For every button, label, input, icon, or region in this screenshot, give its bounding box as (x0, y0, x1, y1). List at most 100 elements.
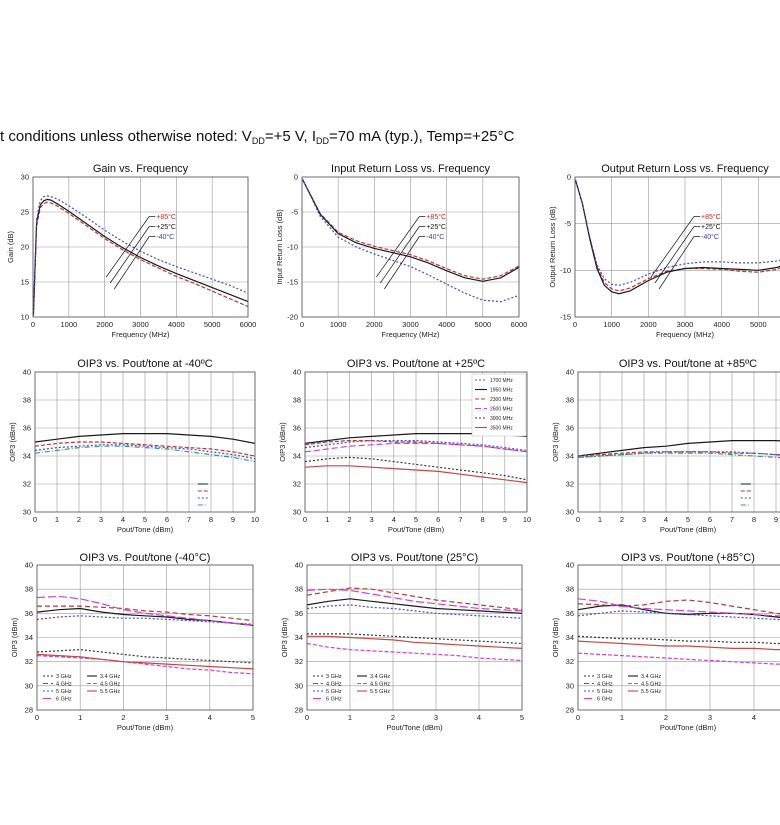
annotation-leader (376, 216, 420, 278)
plot-frame (574, 176, 780, 318)
legend-label: 5.5 GHz (100, 689, 120, 695)
x-tick-label: 10 (523, 515, 531, 524)
x-axis-label: Pout/Tone (dBm) (660, 723, 717, 732)
x-tick-label: 5 (520, 713, 524, 722)
legend-label: 3 GHz (56, 674, 72, 680)
y-tick-label: 40 (23, 368, 31, 377)
x-tick-label: 0 (31, 320, 35, 329)
legend-label: 3 GHz (597, 674, 613, 680)
x-tick-label: 0 (305, 713, 309, 722)
series-line-7 (36, 595, 254, 626)
legend-label: 5.5 GHz (370, 689, 390, 695)
x-tick-label: 0 (576, 515, 580, 524)
y-axis-label: OIP3 (dBm) (8, 422, 17, 462)
x-tick-label: 1 (620, 713, 624, 722)
y-tick-label: 40 (566, 561, 574, 570)
y-tick-label: 36 (566, 609, 574, 618)
plot-frame (577, 371, 780, 513)
series-line-5 (577, 610, 780, 621)
series-line-3 (577, 451, 780, 458)
legend-label: 3000 MHz (490, 416, 513, 422)
y-tick-label: 34 (293, 452, 301, 461)
x-tick-label: 9 (774, 515, 778, 524)
x-axis-label: Pout/Tone (dBm) (117, 723, 174, 732)
legend-label: 1700 MHz (490, 378, 513, 384)
x-axis-label: Pout/Tone (dBm) (117, 525, 174, 534)
legend-label: 3 GHz (326, 674, 342, 680)
legend-label: 4 GHz (56, 682, 72, 688)
x-tick-label: 4 (121, 515, 125, 524)
x-axis-label: Pout/Tone (dBm) (660, 525, 717, 534)
series-line-3 (577, 599, 780, 615)
series-line-4 (304, 442, 528, 453)
plot-frame (577, 564, 780, 711)
y-tick-label: 30 (25, 681, 33, 690)
y-tick-label: 34 (566, 452, 574, 461)
x-tick-label: 5 (143, 515, 147, 524)
x-tick-label: 1 (348, 713, 352, 722)
y-tick-label: -20 (287, 313, 298, 322)
x-tick-label: 3 (708, 713, 712, 722)
chart-title: Gain vs. Frequency (93, 163, 189, 175)
x-tick-label: 3 (165, 713, 169, 722)
series-line-4 (577, 652, 780, 665)
y-tick-label: -15 (560, 313, 571, 322)
x-tick-label: 0 (303, 515, 307, 524)
x-tick-label: 4 (752, 713, 756, 722)
x-tick-label: 7 (187, 515, 191, 524)
x-tick-label: 2 (347, 515, 351, 524)
legend-label: 5 GHz (597, 689, 613, 695)
x-tick-label: 0 (576, 713, 580, 722)
y-tick-label: 40 (566, 368, 574, 377)
series-line-1 (304, 440, 528, 451)
y-tick-label: 0 (567, 173, 571, 182)
annotation-leader (113, 236, 150, 290)
legend-label: 3.4 GHz (641, 674, 661, 680)
annotation-label: -40°C (426, 233, 444, 241)
y-axis-label: Input Return Loss (dB) (275, 209, 284, 285)
y-tick-label: 38 (23, 396, 31, 405)
chart-title: OIP3 vs. Pout/tone (25°C) (351, 552, 478, 564)
chart-1: 0 1000 2000 3000 4000 5000 6000 10 15 20 25 30 Gain … (6, 163, 256, 339)
y-tick-label: 34 (25, 633, 33, 642)
chart-title: OIP3 vs. Pout/tone (+85°C) (621, 552, 755, 564)
y-tick-label: 20 (21, 243, 29, 252)
chart-title: OIP3 vs. Pout/tone at +85ºC (619, 358, 757, 370)
y-tick-label: 30 (566, 681, 574, 690)
annotation-leader (658, 236, 695, 290)
series-line-1 (577, 440, 780, 457)
plot-area (578, 372, 780, 512)
chart-title: OIP3 vs. Pout/tone at +25ºC (347, 358, 485, 370)
series-line-7 (577, 598, 780, 617)
plot-frame (34, 371, 256, 513)
x-tick-label: 1000 (330, 320, 347, 329)
y-tick-label: 32 (25, 657, 33, 666)
x-tick-label: 0 (300, 320, 304, 329)
y-tick-label: 32 (566, 657, 574, 666)
legend-label: 4.5 GHz (641, 682, 661, 688)
legend-box (471, 373, 527, 437)
series-line-4 (34, 445, 256, 463)
y-tick-label: 38 (295, 585, 303, 594)
x-tick-label: 1 (78, 713, 82, 722)
series-line-3 (574, 179, 780, 286)
x-axis-label: Pout/Tone (dBm) (386, 723, 443, 732)
y-tick-label: 30 (293, 508, 301, 517)
x-axis-label: Frequency (MHz) (656, 330, 714, 339)
y-tick-label: 28 (295, 706, 303, 715)
y-axis-label: Output Return Loss (dB) (548, 206, 557, 288)
series-line-6 (577, 640, 780, 651)
idd-subscript: DD (316, 136, 329, 146)
annotation-leader (384, 236, 420, 290)
y-tick-label: 38 (566, 585, 574, 594)
series-line-6 (304, 465, 528, 484)
x-tick-label: 0 (33, 515, 37, 524)
plot-frame (32, 176, 249, 318)
y-tick-label: 32 (295, 657, 303, 666)
y-tick-label: 30 (21, 173, 29, 182)
y-tick-label: 40 (295, 561, 303, 570)
y-tick-label: 34 (566, 633, 574, 642)
